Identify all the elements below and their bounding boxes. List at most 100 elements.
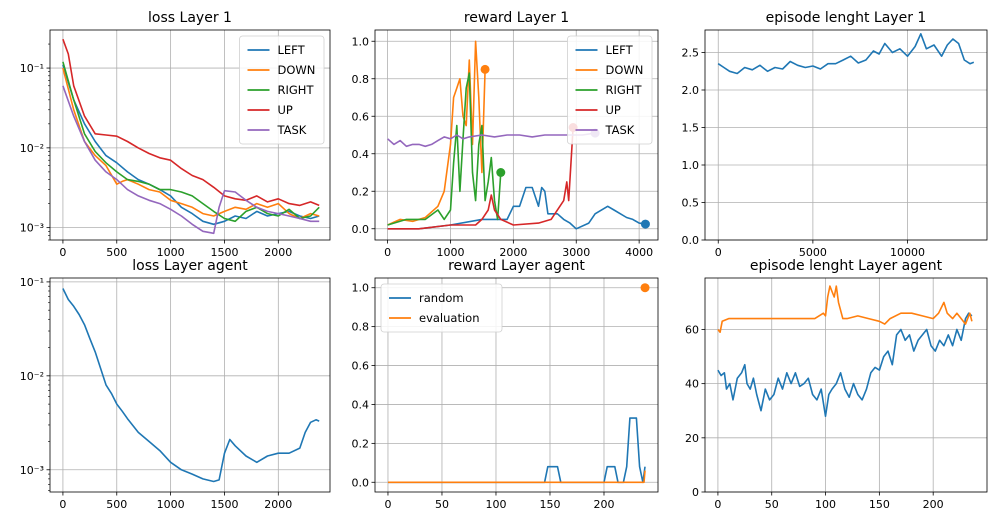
series-marker-evaluation: [640, 283, 650, 293]
panel-reward-layer-1: reward Layer 1 0.0 0.2 0.4 0.6 0.8 1.0 0 1000 200…: [352, 10, 659, 259]
axes-frame: [49, 29, 331, 241]
y-tick-label: 2.0: [682, 84, 700, 97]
legend-label-left: LEFT: [278, 43, 306, 57]
series-line-right: [62, 61, 320, 223]
x-tick-label: 3000: [562, 246, 590, 259]
legend-label-random: random: [419, 291, 464, 305]
x-tick-label: 2000: [499, 246, 527, 259]
series-line-random: [388, 417, 646, 484]
x-tick-label: 100: [815, 498, 836, 511]
series-marker-left: [640, 219, 650, 229]
legend-label-left: LEFT: [606, 43, 634, 57]
series-line-down: [62, 67, 320, 220]
y-tick-label: 10⁻³: [20, 222, 44, 235]
y-tick-label: 10⁻¹: [20, 276, 44, 289]
x-tick-label: 500: [106, 246, 127, 259]
legend-label-down: DOWN: [278, 63, 316, 77]
y-tick-label: 10⁻³: [20, 464, 44, 477]
legend: [567, 35, 653, 145]
series-line-task: [387, 132, 596, 148]
legend-label-down: DOWN: [606, 63, 644, 77]
y-tick-label: 0.6: [352, 110, 370, 123]
y-tick-label: 10⁻²: [20, 142, 44, 155]
x-tick-label: 50: [435, 498, 449, 511]
x-tick-label: 2000: [264, 498, 292, 511]
axes-frame: [704, 29, 988, 241]
y-tick-label: 0.8: [352, 321, 370, 334]
series-line-1: [717, 33, 975, 75]
y-tick-label: 0.2: [352, 437, 370, 450]
chart-title: reward Layer agent: [448, 258, 585, 274]
y-tick-label: 0.5: [682, 197, 700, 210]
x-tick-label: 500: [106, 498, 127, 511]
axes-frame: [704, 277, 988, 493]
chart-title: loss Layer 1: [148, 10, 232, 26]
chart-title: reward Layer 1: [464, 10, 569, 26]
x-tick-label: 10000: [890, 246, 925, 259]
x-tick-label: 2000: [264, 246, 292, 259]
x-tick-label: 1000: [157, 498, 185, 511]
y-tick-label: 2.5: [682, 47, 700, 60]
x-tick-label: 200: [923, 498, 944, 511]
legend-label-evaluation: evaluation: [419, 311, 480, 325]
x-tick-label: 1000: [436, 246, 464, 259]
legend: [380, 283, 503, 333]
x-tick-label: 200: [593, 498, 614, 511]
y-tick-label: 0.0: [682, 234, 700, 247]
panel-reward-layer-agent: reward Layer agent 0.0 0.2 0.4 0.6 0.8 1.0 0 50 1…: [352, 258, 659, 511]
x-tick-label: 0: [384, 246, 391, 259]
series-marker-right: [496, 168, 506, 177]
x-tick-label: 1500: [210, 498, 238, 511]
legend-label-task: TASK: [605, 123, 635, 137]
panel-loss-layer-1: loss Layer 1 10⁻³ 10⁻² 10⁻¹ 0 500 1000 1500 2000…: [20, 10, 331, 259]
x-tick-label: 0: [59, 246, 66, 259]
series-line-1: [717, 312, 973, 417]
series-line-up: [387, 127, 574, 230]
chart-title: loss Layer agent: [132, 258, 248, 274]
y-tick-label: 1.0: [682, 159, 700, 172]
x-tick-label: 0: [59, 498, 66, 511]
y-tick-label: 1.0: [352, 282, 370, 295]
x-tick-label: 5000: [799, 246, 827, 259]
y-tick-label: 0.0: [352, 476, 370, 489]
panel-episode-length-layer-agent: episode lenght Layer agent 0 20 40 60 0 50 100 1…: [685, 258, 988, 511]
series-line-up: [62, 38, 320, 207]
axes-frame: [374, 277, 659, 493]
legend-label-up: UP: [606, 103, 621, 117]
legend: [239, 35, 325, 145]
x-tick-label: 150: [539, 498, 560, 511]
x-tick-label: 0: [715, 246, 722, 259]
y-tick-label: 0.8: [352, 73, 370, 86]
y-tick-label: 0.6: [352, 360, 370, 373]
y-tick-label: 1.0: [352, 35, 370, 48]
series-line-task: [62, 85, 320, 235]
x-tick-label: 50: [765, 498, 779, 511]
panel-episode-length-layer-1: episode lenght Layer 1 0.0 0.5 1.0 1.5 2.0 2.5…: [682, 10, 988, 259]
axes-frame: [374, 29, 659, 241]
y-tick-label: 0.4: [352, 148, 370, 161]
chart-title: episode lenght Layer 1: [766, 10, 927, 26]
x-tick-label: 1500: [210, 246, 238, 259]
panel-loss-layer-agent: loss Layer agent 10⁻³ 10⁻² 10⁻¹ 0 500 1000 1500…: [20, 258, 331, 511]
y-tick-label: 0.2: [352, 185, 370, 198]
series-line-evaluation: [388, 470, 646, 484]
x-tick-label: 0: [384, 498, 391, 511]
y-tick-label: 60: [685, 323, 699, 336]
y-tick-label: 10⁻²: [20, 370, 44, 383]
y-tick-label: 0.4: [352, 398, 370, 411]
series-marker-down: [480, 64, 490, 74]
y-tick-label: 0: [692, 486, 699, 499]
legend-label-up: UP: [278, 103, 293, 117]
legend-label-task: TASK: [277, 123, 307, 137]
x-tick-label: 100: [485, 498, 506, 511]
legend-label-right: RIGHT: [606, 83, 643, 97]
axes-frame: [49, 277, 331, 493]
chart-title: episode lenght Layer agent: [750, 258, 943, 274]
x-tick-label: 150: [869, 498, 890, 511]
series-line-right: [387, 72, 502, 226]
series-line-1: [62, 288, 320, 483]
y-tick-label: 10⁻¹: [20, 62, 44, 75]
series-line-down: [387, 40, 486, 226]
series-line-2: [717, 285, 973, 333]
